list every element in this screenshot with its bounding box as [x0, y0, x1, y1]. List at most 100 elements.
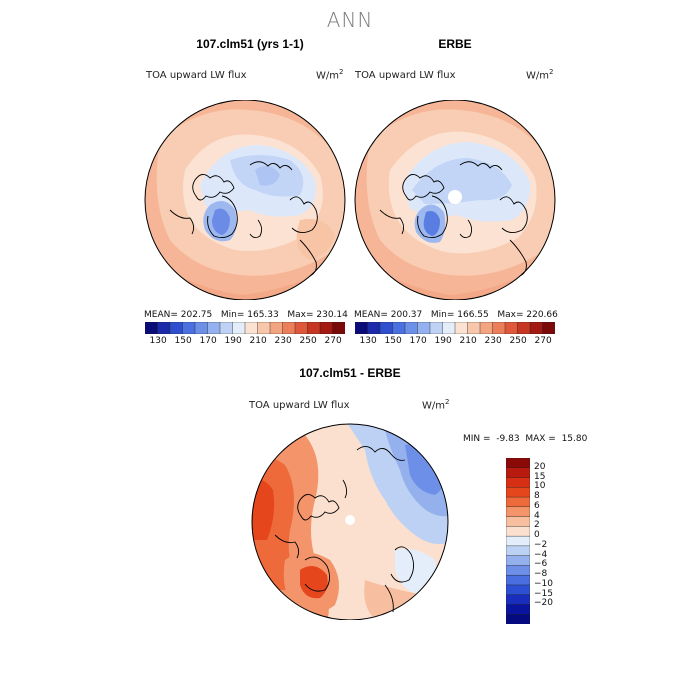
colorbar-tick-label: 210 — [459, 336, 477, 346]
colorbar-tick-label: −8 — [534, 569, 548, 580]
colorbar-tick-label: 170 — [199, 336, 217, 346]
colorbar-swatch — [542, 322, 555, 334]
colorbar-swatch — [506, 614, 530, 624]
diff-units-label: W/m2 — [422, 398, 450, 412]
colorbar-swatch — [404, 322, 419, 334]
colorbar-swatch — [506, 506, 530, 518]
colorbar-swatch — [506, 574, 530, 586]
colorbar-tick-label: −2 — [534, 539, 548, 550]
colorbar-swatch — [529, 322, 544, 334]
colorbar-tick-label: 210 — [249, 336, 267, 346]
colorbar-tick-label: 8 — [534, 491, 540, 502]
colorbar-tick-label: 2 — [534, 520, 540, 531]
colorbar-tick-label: 150 — [174, 336, 192, 346]
colorbar-tick-label: −20 — [534, 598, 553, 609]
obs-colorbar — [355, 322, 555, 334]
colorbar-swatch — [294, 322, 309, 334]
obs-stats: MEAN= 200.37 Min= 166.55 Max= 220.66 — [354, 310, 558, 320]
colorbar-swatch — [467, 322, 481, 334]
colorbar-swatch — [506, 458, 530, 469]
colorbar-swatch — [282, 322, 296, 334]
colorbar-tick-label: 130 — [149, 336, 167, 346]
colorbar-tick-label: 190 — [434, 336, 452, 346]
colorbar-swatch — [506, 477, 530, 488]
colorbar-swatch — [379, 322, 394, 334]
colorbar-tick-label: 130 — [359, 336, 377, 346]
colorbar-swatch — [506, 604, 530, 615]
colorbar-swatch — [506, 545, 530, 557]
colorbar-swatch — [182, 322, 196, 334]
colorbar-swatch — [145, 322, 159, 334]
colorbar-tick-label: −6 — [534, 559, 548, 570]
colorbar-tick-label: 230 — [274, 336, 292, 346]
obs-polar-map — [354, 100, 556, 300]
colorbar-tick-label: 250 — [509, 336, 527, 346]
colorbar-swatch — [492, 322, 506, 334]
colorbar-swatch — [207, 322, 221, 334]
colorbar-tick-label: 250 — [299, 336, 317, 346]
diff-minmax: MIN = -9.83 MAX = 15.80 — [463, 434, 588, 444]
obs-variable-label: TOA upward LW flux — [355, 70, 456, 81]
colorbar-tick-label: −10 — [534, 578, 553, 589]
colorbar-swatch — [506, 487, 530, 498]
model-units-label: W/m2 — [316, 68, 344, 82]
colorbar-swatch — [157, 322, 171, 334]
colorbar-tick-label: 270 — [324, 336, 342, 346]
model-variable-label: TOA upward LW flux — [146, 70, 247, 81]
colorbar-tick-label: 15 — [534, 471, 546, 482]
colorbar-swatch — [219, 322, 234, 334]
colorbar-swatch — [506, 516, 530, 527]
colorbar-swatch — [257, 322, 271, 334]
colorbar-swatch — [332, 322, 345, 334]
colorbar-swatch — [506, 496, 530, 508]
figure-title: ANN — [326, 8, 374, 32]
colorbar-swatch — [506, 565, 530, 576]
colorbar-swatch — [506, 535, 530, 547]
diff-variable-label: TOA upward LW flux — [249, 400, 350, 411]
model-stats: MEAN= 202.75 Min= 165.33 Max= 230.14 — [144, 310, 348, 320]
colorbar-swatch — [244, 322, 259, 334]
colorbar-swatch — [506, 526, 530, 537]
colorbar-swatch — [307, 322, 321, 334]
model-polar-map — [144, 100, 346, 300]
colorbar-swatch — [355, 322, 369, 334]
colorbar-swatch — [269, 322, 284, 334]
colorbar-tick-label: −15 — [534, 588, 553, 599]
colorbar-swatch — [232, 322, 246, 334]
colorbar-swatch — [417, 322, 431, 334]
colorbar-swatch — [506, 467, 530, 479]
colorbar-swatch — [517, 322, 531, 334]
colorbar-tick-label: 10 — [534, 481, 546, 492]
colorbar-swatch — [194, 322, 209, 334]
colorbar-tick-label: 6 — [534, 500, 540, 511]
colorbar-swatch — [504, 322, 519, 334]
colorbar-swatch — [506, 555, 530, 566]
model-panel-title: 107.clm51 (yrs 1-1) — [196, 37, 304, 51]
colorbar-tick-label: 170 — [409, 336, 427, 346]
colorbar-swatch — [454, 322, 469, 334]
colorbar-swatch — [392, 322, 406, 334]
colorbar-swatch — [319, 322, 334, 334]
colorbar-swatch — [479, 322, 494, 334]
colorbar-tick-label: −4 — [534, 549, 548, 560]
model-colorbar-ticks: 130 150 170 190 210 230 250 270 — [140, 336, 352, 348]
colorbar-swatch — [506, 594, 530, 605]
colorbar-tick-label: 190 — [224, 336, 242, 346]
diff-colorbar — [506, 458, 530, 624]
obs-panel-title: ERBE — [438, 37, 472, 51]
colorbar-swatch — [442, 322, 456, 334]
model-colorbar — [145, 322, 345, 334]
diff-colorbar-ticks: 20 15 10 8 6 4 2 0 −2 −4 −6 −8 −10 −15 −20 — [534, 458, 574, 624]
colorbar-tick-label: 270 — [534, 336, 552, 346]
colorbar-swatch — [429, 322, 444, 334]
colorbar-swatch — [506, 584, 530, 596]
obs-units-label: W/m2 — [526, 68, 554, 82]
colorbar-tick-label: 230 — [484, 336, 502, 346]
colorbar-swatch — [367, 322, 381, 334]
colorbar-swatch — [169, 322, 184, 334]
colorbar-tick-label: 4 — [534, 510, 540, 521]
colorbar-tick-label: 0 — [534, 530, 540, 541]
diff-panel-title: 107.clm51 - ERBE — [299, 366, 401, 380]
colorbar-tick-label: 20 — [534, 461, 546, 472]
colorbar-tick-label: 150 — [384, 336, 402, 346]
